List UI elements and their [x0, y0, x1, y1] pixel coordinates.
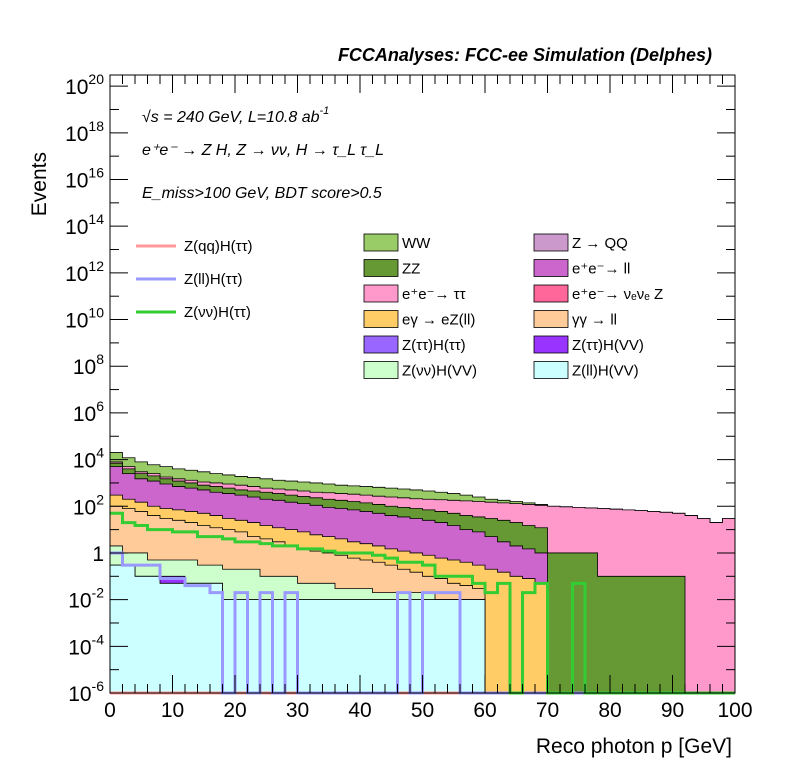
- legend-box-label: e⁺e⁻→ ττ: [402, 286, 466, 303]
- legend-box-label: Z → QQ: [572, 235, 628, 252]
- y-tick-label: 10-6: [68, 678, 104, 706]
- energy-annotation: √s = 240 GeV, L=10.8 ab-1: [142, 105, 329, 126]
- legend-box-label: eγ → eZ(ll): [402, 312, 475, 329]
- legend-box-label: γγ → ll: [572, 312, 617, 329]
- x-tick-label: 20: [223, 699, 246, 722]
- y-tick-label: 1010: [65, 305, 104, 333]
- y-tick-label: 106: [73, 398, 104, 426]
- y-tick-label: 10-4: [68, 631, 104, 659]
- legend-box-swatch: [533, 284, 569, 303]
- x-tick-label: 0: [104, 699, 116, 722]
- legend-box-swatch: [363, 335, 399, 354]
- x-tick-label: 40: [348, 699, 371, 722]
- x-tick-label: 80: [598, 699, 621, 722]
- selection-annotation: E_miss>100 GeV, BDT score>0.5: [142, 185, 382, 202]
- y-axis-label: Events: [28, 152, 51, 216]
- legend-box-label: Z(ττ)H(ττ): [402, 337, 466, 354]
- y-tick-label: 1012: [65, 258, 104, 286]
- legend: Z(qq)H(ττ) Z(ll)H(ττ) Z(νν)H(ττ) WW ZZ e⁺e⁻→ …: [136, 233, 663, 380]
- legend-box-label: Z(ττ)H(VV): [572, 337, 644, 354]
- x-tick-label: 90: [661, 699, 684, 722]
- x-tick-label: 100: [717, 699, 752, 722]
- line-z-h-: [110, 511, 735, 695]
- y-tick-label: 102: [73, 491, 104, 519]
- legend-line-label: Z(qq)H(ττ): [184, 238, 253, 255]
- y-tick-label: 1016: [65, 165, 104, 193]
- legend-box-swatch: [533, 310, 569, 328]
- legend-box-swatch: [363, 310, 399, 328]
- legend-box-label: e⁺e⁻→ ll: [572, 261, 630, 278]
- y-tick-label: 10-2: [68, 585, 104, 613]
- process-annotation: e⁺e⁻ → Z H, Z → νν, H → τ_L τ_L: [142, 142, 384, 159]
- y-tick-label: 1020: [65, 71, 104, 99]
- y-tick-label: 104: [73, 445, 104, 473]
- legend-box-label: Z(ll)H(VV): [572, 363, 639, 380]
- legend-box-label: ZZ: [402, 261, 420, 278]
- legend-box-label: e⁺e⁻→ νₑνₑ Z: [572, 286, 663, 303]
- x-tick-label: 50: [411, 699, 434, 722]
- y-tick-label: 1018: [65, 118, 104, 146]
- legend-box-swatch: [363, 233, 399, 252]
- x-axis-label: Reco photon p [GeV]: [536, 735, 732, 758]
- legend-box-swatch: [533, 361, 569, 379]
- legend-box-swatch: [533, 335, 569, 354]
- x-tick-label: 10: [161, 699, 184, 722]
- legend-box-swatch: [363, 361, 399, 379]
- legend-line-label: Z(νν)H(ττ): [184, 304, 251, 321]
- legend-box-swatch: [363, 284, 399, 303]
- x-tick-label: 30: [286, 699, 309, 722]
- x-tick-label: 70: [536, 699, 559, 722]
- y-tick-label: 108: [73, 351, 104, 379]
- axes: 0 10 20 30 40 50 60 70 80 90 10010-610-410-2110210…: [65, 71, 752, 722]
- legend-box-swatch: [533, 259, 569, 277]
- legend-box-label: WW: [402, 235, 431, 252]
- y-tick-label: 1014: [65, 211, 104, 239]
- x-tick-label: 60: [473, 699, 496, 722]
- chart-title: FCCAnalyses: FCC-ee Simulation (Delphes): [338, 45, 712, 65]
- legend-line-label: Z(ll)H(ττ): [184, 271, 243, 288]
- legend-box-swatch: [533, 233, 569, 252]
- legend-box-label: Z(νν)H(VV): [402, 363, 477, 380]
- y-tick-label: 1: [92, 543, 104, 566]
- legend-box-swatch: [363, 259, 399, 277]
